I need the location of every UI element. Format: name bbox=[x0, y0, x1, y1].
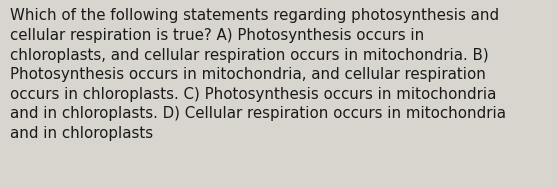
Text: Which of the following statements regarding photosynthesis and
cellular respirat: Which of the following statements regard… bbox=[10, 8, 506, 141]
